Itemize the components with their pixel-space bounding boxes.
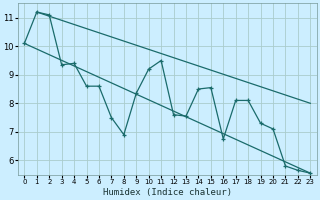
X-axis label: Humidex (Indice chaleur): Humidex (Indice chaleur) bbox=[103, 188, 232, 197]
